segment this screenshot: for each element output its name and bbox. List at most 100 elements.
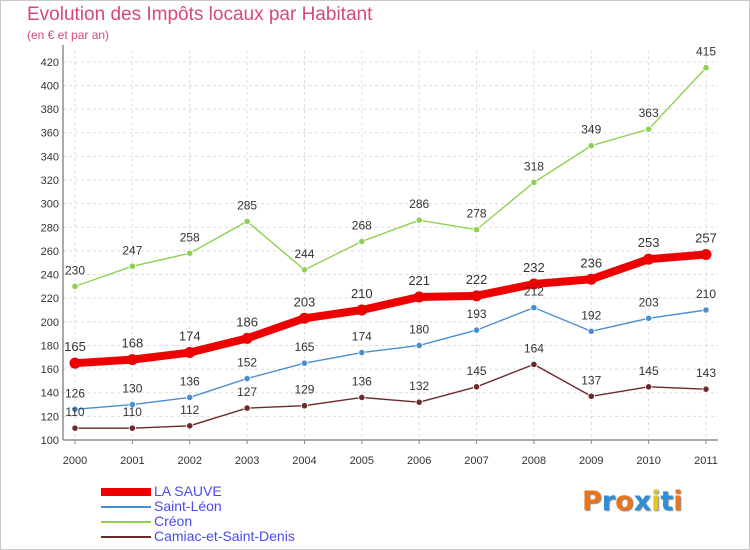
- y-tick-label-300: 300: [41, 199, 59, 211]
- data-point-camiac-et-saint-denis-2002: [186, 422, 194, 430]
- data-point-cr-on-2006: [415, 216, 423, 224]
- data-point-cr-on-2005: [358, 237, 366, 246]
- x-tick-label-2009: 2009: [579, 455, 603, 467]
- data-label-saint-l-on-2000: 126: [65, 386, 85, 400]
- data-label-la-sauve-2000: 165: [64, 339, 86, 354]
- x-tick-label-2011: 2011: [694, 455, 718, 467]
- legend-swatch-camiac: [101, 536, 151, 538]
- data-label-cr-on-2002: 258: [180, 230, 200, 244]
- data-point-cr-on-2002: [186, 249, 194, 257]
- chart-title: Evolution des Impôts locaux par Habitant: [27, 4, 373, 25]
- legend-swatch-la-sauve: [101, 488, 151, 496]
- logo-letter: t: [660, 486, 674, 517]
- data-point-camiac-et-saint-denis-2003: [243, 404, 251, 412]
- data-label-camiac-et-saint-denis-2000: 110: [65, 405, 84, 419]
- data-point-cr-on-2011: [702, 64, 710, 72]
- data-point-cr-on-2003: [243, 217, 251, 225]
- data-label-la-sauve-2007: 222: [466, 272, 488, 287]
- y-tick-label-160: 160: [41, 364, 59, 376]
- data-label-camiac-et-saint-denis-2006: 132: [409, 379, 429, 393]
- data-point-camiac-et-saint-denis-2001: [128, 424, 136, 432]
- data-point-la-sauve-2005: [356, 304, 368, 316]
- y-tick-label-320: 320: [41, 175, 59, 187]
- data-point-camiac-et-saint-denis-2009: [587, 392, 595, 400]
- logo-letter: r: [601, 486, 616, 517]
- legend-item-la-sauve: LA SAUVE: [101, 483, 361, 500]
- logo-letter: x: [633, 486, 652, 517]
- legend-item-creon: Créon: [101, 513, 361, 530]
- data-label-la-sauve-2001: 168: [122, 336, 144, 351]
- y-tick-label-400: 400: [41, 80, 59, 92]
- data-label-saint-l-on-2007: 193: [467, 307, 487, 321]
- series-line-camiac-et-saint-denis: [74, 363, 707, 429]
- data-label-cr-on-2001: 247: [122, 243, 142, 257]
- data-label-saint-l-on-2004: 165: [294, 340, 314, 354]
- data-label-cr-on-2008: 318: [524, 159, 544, 173]
- series-line-saint-l-on: [74, 306, 707, 410]
- data-point-saint-l-on-2007: [472, 326, 481, 334]
- data-point-saint-l-on-2000: [71, 405, 79, 413]
- y-tick-label-180: 180: [41, 340, 59, 352]
- y-tick-label-340: 340: [41, 151, 59, 163]
- data-point-saint-l-on-2011: [702, 306, 710, 314]
- data-point-camiac-et-saint-denis-2004: [300, 402, 309, 410]
- data-point-la-sauve-2011: [700, 248, 712, 260]
- data-point-saint-l-on-2001: [128, 400, 136, 409]
- x-tick-label-2006: 2006: [407, 455, 431, 467]
- data-point-la-sauve-2006: [413, 291, 425, 303]
- x-tick-label-2004: 2004: [292, 455, 316, 467]
- data-label-saint-l-on-2006: 180: [409, 322, 429, 336]
- data-label-camiac-et-saint-denis-2003: 127: [237, 385, 257, 399]
- x-axis-ticks: 2000 2001 2002 2003 2004 2005 2006 2007 2008 2009…: [63, 440, 718, 467]
- proxiti-logo: Proxiti: [582, 486, 683, 517]
- data-point-cr-on-2007: [472, 226, 481, 234]
- data-point-saint-l-on-2008: [530, 304, 538, 312]
- logo-letter: i: [651, 486, 661, 517]
- data-label-cr-on-2006: 286: [409, 197, 429, 211]
- data-label-camiac-et-saint-denis-2011: 143: [696, 366, 716, 380]
- x-tick-label-2010: 2010: [636, 455, 660, 467]
- data-label-saint-l-on-2002: 136: [180, 374, 200, 388]
- data-label-saint-l-on-2003: 152: [237, 356, 257, 370]
- data-point-la-sauve-2001: [126, 354, 138, 366]
- logo-letter: P: [582, 486, 602, 517]
- data-label-la-sauve-2008: 232: [523, 260, 545, 275]
- legend-label-camiac: Camiac-et-Saint-Denis: [154, 528, 295, 544]
- y-axis-ticks: 100 120 140 160 180 200 220 240 260 280 300 320 340 3…: [41, 57, 59, 447]
- y-tick-label-240: 240: [41, 270, 59, 282]
- data-point-la-sauve-2004: [298, 312, 310, 324]
- data-label-la-sauve-2004: 203: [294, 294, 316, 309]
- legend-swatch-creon: [101, 521, 151, 523]
- data-label-la-sauve-2011: 257: [695, 230, 717, 245]
- logo-letter: i: [673, 486, 683, 517]
- data-label-la-sauve-2010: 253: [638, 235, 660, 250]
- y-tick-label-220: 220: [41, 293, 59, 305]
- data-point-cr-on-2010: [645, 125, 653, 133]
- legend-swatch-saint-leon: [101, 506, 151, 508]
- data-point-saint-l-on-2004: [300, 359, 309, 367]
- data-label-saint-l-on-2001: 130: [122, 382, 142, 396]
- data-point-la-sauve-2009: [585, 273, 597, 285]
- x-tick-label-2007: 2007: [464, 455, 488, 467]
- data-label-saint-l-on-2011: 210: [696, 287, 716, 301]
- data-label-cr-on-2009: 349: [581, 123, 601, 137]
- x-tick-label-2008: 2008: [522, 455, 546, 467]
- data-point-camiac-et-saint-denis-2011: [702, 385, 710, 393]
- data-label-camiac-et-saint-denis-2002: 112: [180, 403, 199, 417]
- y-tick-label-280: 280: [41, 222, 59, 234]
- data-point-cr-on-2001: [128, 262, 136, 270]
- data-label-la-sauve-2005: 210: [351, 286, 373, 301]
- data-label-cr-on-2011: 415: [696, 45, 716, 59]
- data-label-camiac-et-saint-denis-2007: 145: [467, 364, 487, 378]
- legend-label-creon: Créon: [154, 513, 193, 529]
- data-point-saint-l-on-2009: [587, 327, 595, 335]
- data-label-cr-on-2000: 230: [65, 263, 85, 277]
- data-point-camiac-et-saint-denis-2007: [472, 383, 481, 391]
- data-label-la-sauve-2006: 221: [408, 273, 430, 288]
- y-tick-label-120: 120: [41, 411, 59, 423]
- data-labels: 230 247 258 285 244 268 286 278 318 349 363 415 126 1…: [64, 45, 717, 419]
- x-tick-label-2003: 2003: [235, 455, 259, 467]
- series-line-la-sauve: [71, 250, 710, 368]
- data-label-cr-on-2003: 285: [237, 198, 257, 212]
